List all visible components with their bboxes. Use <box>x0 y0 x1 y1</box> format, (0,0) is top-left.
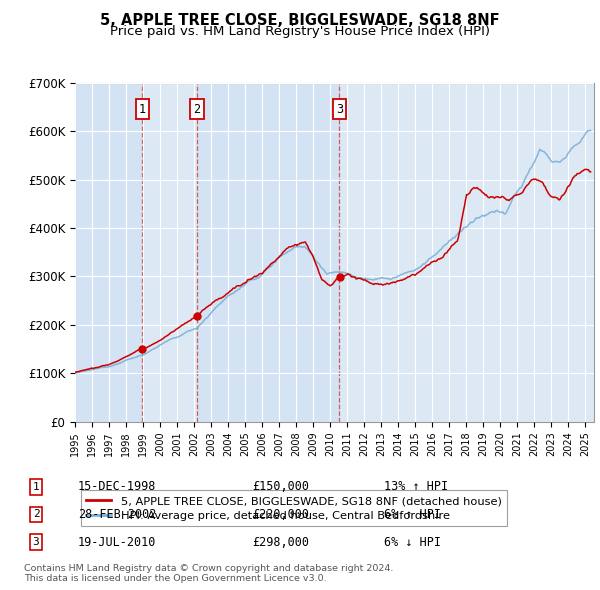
Text: Contains HM Land Registry data © Crown copyright and database right 2024.
This d: Contains HM Land Registry data © Crown c… <box>24 563 394 583</box>
Text: 3: 3 <box>336 103 343 116</box>
Text: £298,000: £298,000 <box>252 536 309 549</box>
Text: 28-FEB-2002: 28-FEB-2002 <box>78 508 157 521</box>
Text: 1: 1 <box>32 482 40 491</box>
Text: 6% ↓ HPI: 6% ↓ HPI <box>384 536 441 549</box>
Legend: 5, APPLE TREE CLOSE, BIGGLESWADE, SG18 8NF (detached house), HPI: Average price,: 5, APPLE TREE CLOSE, BIGGLESWADE, SG18 8… <box>80 490 507 526</box>
Text: 2: 2 <box>193 103 200 116</box>
Text: £220,000: £220,000 <box>252 508 309 521</box>
Text: 3: 3 <box>32 537 40 547</box>
Text: 6% ↑ HPI: 6% ↑ HPI <box>384 508 441 521</box>
Bar <box>197 83 340 422</box>
Text: 2: 2 <box>32 510 40 519</box>
Text: 1: 1 <box>139 103 146 116</box>
Text: 5, APPLE TREE CLOSE, BIGGLESWADE, SG18 8NF: 5, APPLE TREE CLOSE, BIGGLESWADE, SG18 8… <box>100 13 500 28</box>
Text: Price paid vs. HM Land Registry's House Price Index (HPI): Price paid vs. HM Land Registry's House … <box>110 25 490 38</box>
Text: £150,000: £150,000 <box>252 480 309 493</box>
Text: 19-JUL-2010: 19-JUL-2010 <box>78 536 157 549</box>
Bar <box>75 83 142 422</box>
Text: 13% ↑ HPI: 13% ↑ HPI <box>384 480 448 493</box>
Text: 15-DEC-1998: 15-DEC-1998 <box>78 480 157 493</box>
